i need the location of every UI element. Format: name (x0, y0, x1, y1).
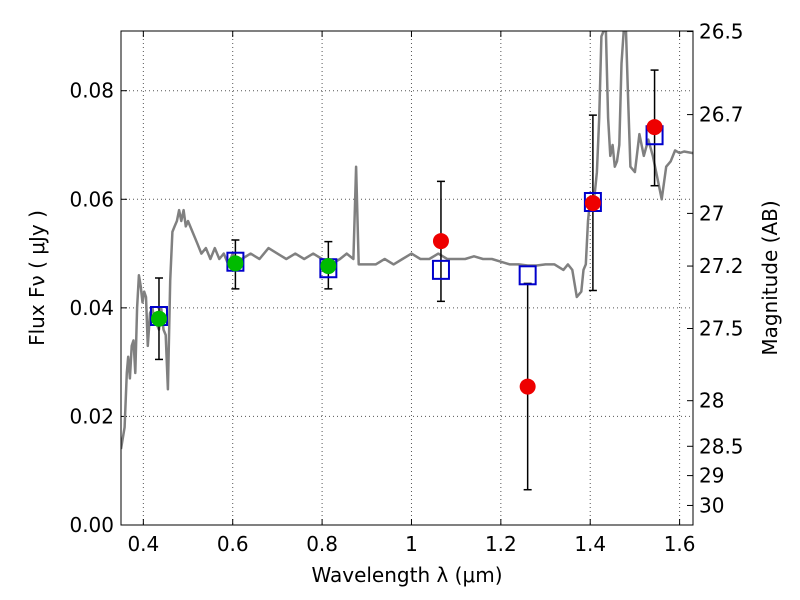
model-flux-marker (518, 265, 537, 286)
right-tick-label: 26.7 (699, 103, 744, 127)
right-tick-label: 27 (699, 201, 724, 225)
plot-frame (120, 30, 694, 526)
x-axis-title: Wavelength λ (μm) (311, 563, 502, 587)
right-axis-ticks: 26.5 26.7 27 27.2 27.5 28 28.5 29 30 (687, 20, 744, 517)
right-tick-label: 26.5 (699, 20, 744, 44)
x-tick-label: 0.8 (306, 532, 338, 556)
x-tick-label: 1.2 (485, 532, 517, 556)
observed-flux-marker (150, 310, 167, 327)
x-tick-label: 0.6 (217, 532, 249, 556)
model-spectrum-line (121, 31, 693, 450)
y-tick-label: 0.06 (69, 187, 114, 211)
x-tick-label: 0.4 (127, 532, 159, 556)
x-tick-label: 1.4 (574, 532, 606, 556)
observed-flux-marker (320, 258, 337, 275)
y-tick-label: 0.02 (69, 404, 114, 428)
x-tick-label: 1.6 (664, 532, 696, 556)
y-tick-label: 0.08 (69, 79, 114, 103)
observed-flux-marker (584, 195, 601, 212)
right-axis-title: Magnitude (AB) (758, 200, 782, 355)
y-tick-label: 0.04 (69, 296, 114, 320)
y-axis-ticks: 0.00 0.02 0.04 0.06 0.08 (69, 79, 127, 537)
observed-flux-marker (519, 378, 536, 395)
right-tick-label: 27.5 (699, 316, 744, 340)
y-axis-title: Flux Fν ( μJy ) (25, 210, 49, 346)
right-tick-label: 30 (699, 493, 724, 517)
data-markers (149, 119, 664, 395)
y-tick-label: 0.00 (69, 513, 114, 537)
model-flux-marker (431, 259, 450, 280)
right-tick-label: 27.2 (699, 254, 744, 278)
right-tick-label: 28 (699, 389, 724, 413)
x-axis-ticks: 0.4 0.6 0.8 1 1.2 1.4 1.6 (127, 31, 696, 556)
observed-flux-marker (432, 233, 449, 250)
right-tick-label: 28.5 (699, 434, 744, 458)
x-tick-label: 1 (405, 532, 418, 556)
observed-flux-marker (227, 255, 244, 272)
observed-flux-marker (646, 119, 663, 136)
spectrum-layer (121, 31, 693, 450)
right-tick-label: 29 (699, 464, 724, 488)
